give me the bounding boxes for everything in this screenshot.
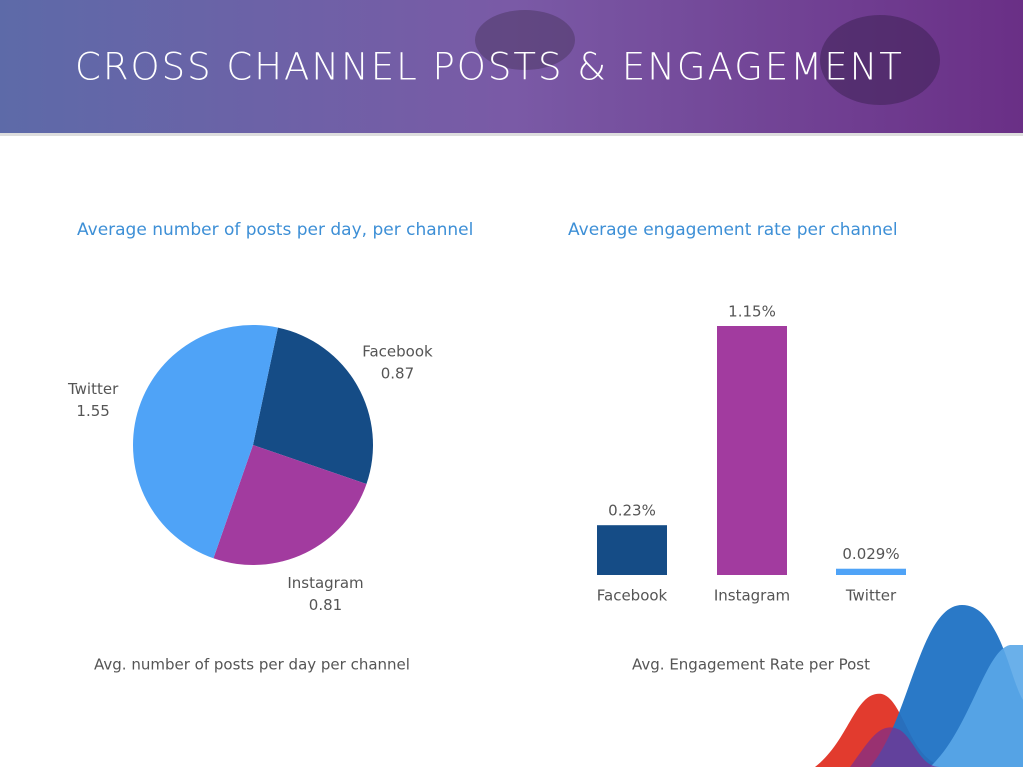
bar xyxy=(597,525,667,575)
slice-label: Twitter xyxy=(67,380,119,398)
header-decor xyxy=(475,10,575,70)
x-tick-label: Twitter xyxy=(845,587,897,605)
chart-title: Average number of posts per day, per cha… xyxy=(77,220,473,240)
slice-label: Instagram xyxy=(287,574,363,592)
slice-value: 0.81 xyxy=(309,596,342,614)
value-label: 1.15% xyxy=(728,303,776,321)
slice-value: 0.87 xyxy=(381,365,414,383)
pie-slice xyxy=(132,324,278,559)
x-tick-label: Instagram xyxy=(714,587,790,605)
header-decor xyxy=(820,15,940,105)
chart-caption: Avg. number of posts per day per channel xyxy=(94,656,410,674)
bar xyxy=(717,326,787,575)
slice-label: Facebook xyxy=(362,343,433,361)
x-tick-label: Facebook xyxy=(597,587,668,605)
value-label: 0.029% xyxy=(842,545,899,563)
decor-waves xyxy=(815,605,1023,767)
pie-slice xyxy=(213,445,367,565)
chart-title: Average engagement rate per channel xyxy=(568,220,898,240)
header-shadow xyxy=(0,133,1023,136)
pie-slice xyxy=(253,327,374,485)
value-label: 0.23% xyxy=(608,502,656,520)
slice-value: 1.55 xyxy=(76,402,109,420)
chart-caption: Avg. Engagement Rate per Post xyxy=(632,656,870,674)
bar xyxy=(836,568,906,575)
slide-title: CROSS CHANNEL POSTS & ENGAGEMENT xyxy=(75,46,904,89)
